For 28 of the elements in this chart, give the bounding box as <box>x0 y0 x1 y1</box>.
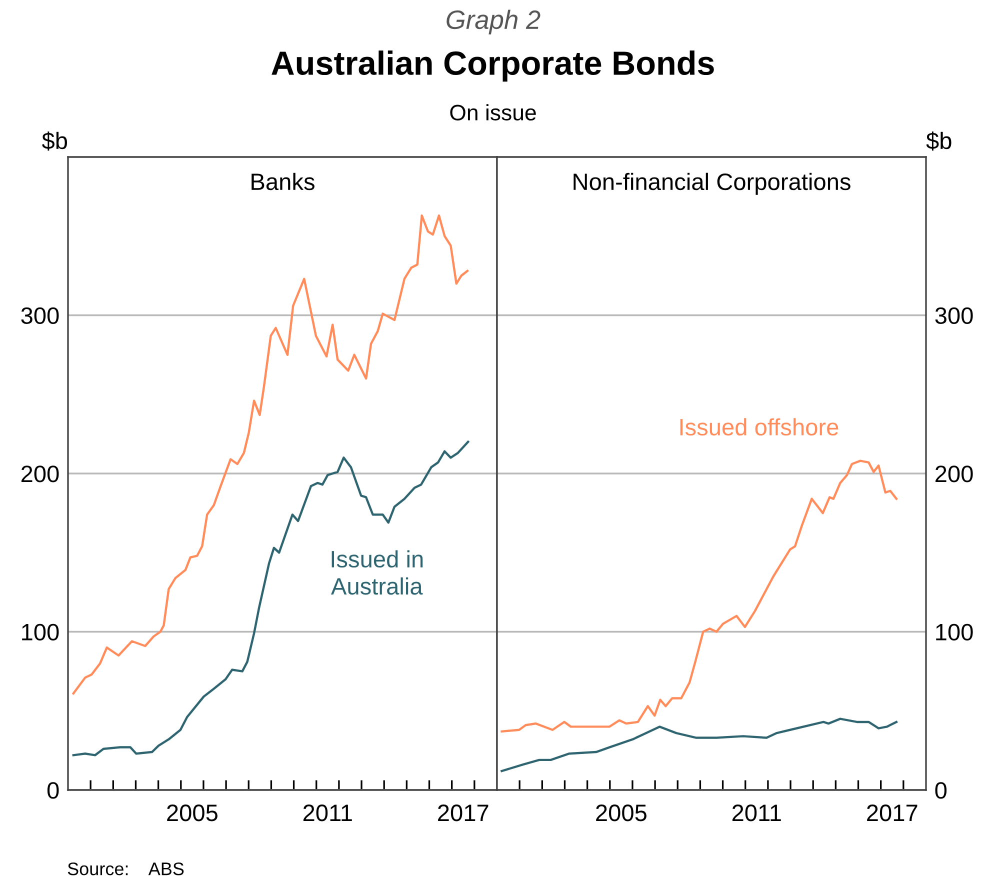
series-label: Issued offshore <box>680 418 838 436</box>
y-axis-title: $b <box>42 131 68 151</box>
y-tick-label: 200 <box>21 466 59 482</box>
y-tick-label: 0 <box>935 782 947 799</box>
source-note: Source: ABS <box>68 862 184 876</box>
y-tick-label: 200 <box>936 466 973 482</box>
caption: Graph 2 <box>446 10 540 34</box>
x-tick-label: 2011 <box>732 804 781 822</box>
y-tick-label: 300 <box>935 307 973 324</box>
x-tick-label: 2017 <box>867 804 918 822</box>
x-tick-label: 2017 <box>438 804 488 822</box>
x-tick-label: 2011 <box>303 804 352 822</box>
x-tick-label: 2005 <box>167 804 218 822</box>
line-series <box>72 440 470 756</box>
text: Banks <box>252 172 314 190</box>
text: Non-financial Corporations <box>574 172 850 195</box>
line-series <box>500 718 898 772</box>
y-tick-label: 100 <box>22 624 59 641</box>
y-tick-label: 300 <box>21 307 59 324</box>
line-series <box>500 460 898 733</box>
y-tick-label: 100 <box>936 624 973 641</box>
text: On issue <box>450 104 536 120</box>
y-axis-title: $b <box>926 131 952 151</box>
text: Australian Corporate Bonds <box>272 50 714 82</box>
line-series <box>72 214 469 695</box>
x-tick-label: 2005 <box>596 804 646 822</box>
y-tick-label: 0 <box>47 782 59 799</box>
series-label: Issued in Australia <box>331 550 423 595</box>
